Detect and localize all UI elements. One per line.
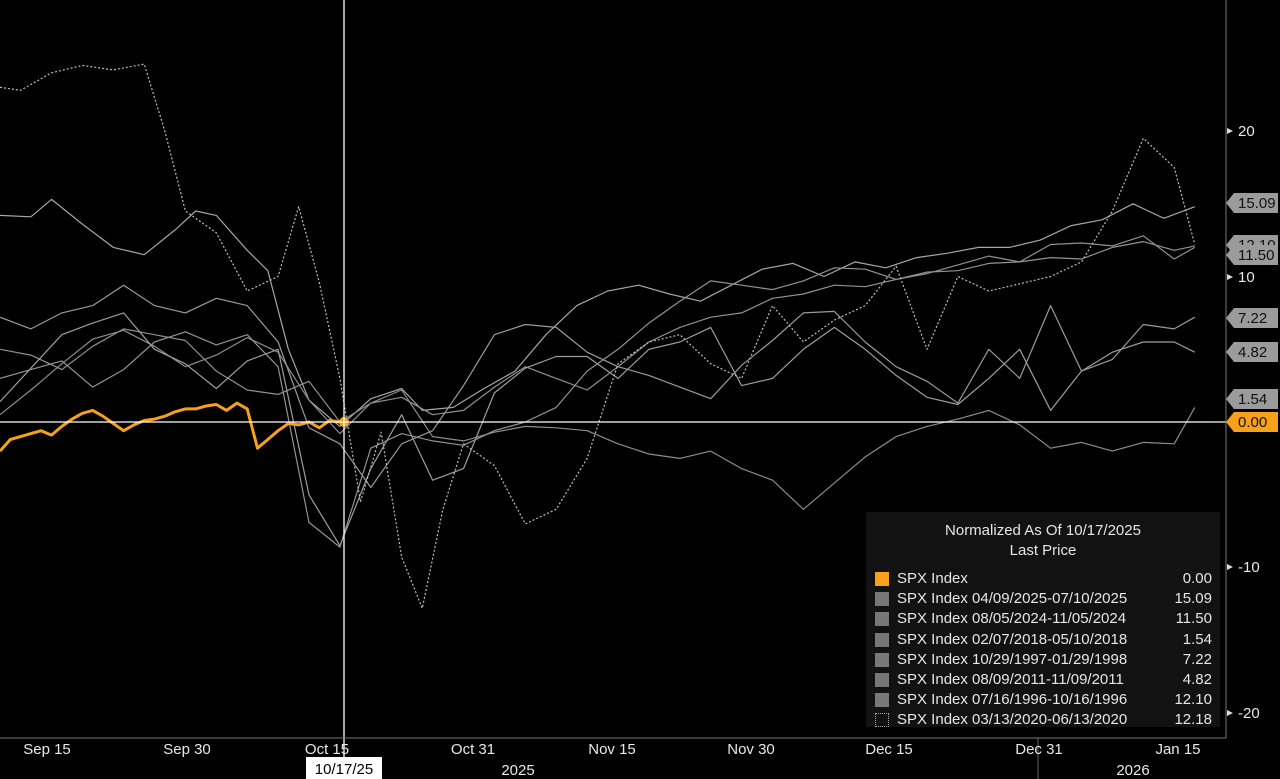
value-tag-label: 0.00 bbox=[1238, 414, 1267, 431]
x-tick-label: Oct 15 bbox=[305, 741, 349, 758]
legend-entry-0: SPX Index 0.00 bbox=[866, 569, 1220, 589]
legend-series-value: 7.22 bbox=[1182, 650, 1212, 668]
value-tag-1: 15.09 bbox=[1226, 193, 1278, 213]
legend-series-value: 12.10 bbox=[1174, 691, 1212, 709]
x-tick-dec-31: Dec 31 bbox=[1015, 741, 1063, 758]
legend-swatch bbox=[875, 572, 889, 586]
legend-entry-1: SPX Index 04/09/2025-07/10/2025 15.09 bbox=[866, 589, 1220, 609]
legend-entry-4: SPX Index 10/29/1997-01/29/1998 7.22 bbox=[866, 650, 1220, 670]
legend-swatch bbox=[875, 632, 889, 647]
x-tick-jan-15: Jan 15 bbox=[1155, 741, 1200, 758]
y-tick--20: -20 bbox=[1227, 705, 1260, 722]
x-tick-nov-30: Nov 30 bbox=[727, 741, 775, 758]
legend-series-value: 1.54 bbox=[1182, 630, 1212, 648]
series-line-1 bbox=[0, 198, 1196, 427]
legend-series-name: SPX Index 02/07/2018-05/10/2018 bbox=[897, 630, 1128, 648]
legend-series-name: SPX Index 08/05/2024-11/05/2024 bbox=[897, 610, 1127, 628]
x-tick-label: Jan 15 bbox=[1155, 741, 1200, 758]
legend-series-name: SPX Index 03/13/2020-06/13/2020 bbox=[897, 711, 1128, 729]
x-tick-oct-31: Oct 31 bbox=[451, 741, 495, 758]
value-tag-3: 1.54 bbox=[1226, 389, 1278, 409]
x-tick-label: Dec 15 bbox=[865, 741, 913, 758]
value-tag-2: 11.50 bbox=[1226, 245, 1278, 265]
x-tick-label: Nov 30 bbox=[727, 741, 775, 758]
legend-series-value: 0.00 bbox=[1182, 570, 1212, 587]
year-label-2025: 2025 bbox=[501, 762, 534, 779]
x-tick-label: Oct 31 bbox=[451, 741, 495, 758]
y-tick-label: 10 bbox=[1238, 269, 1255, 286]
legend-swatch bbox=[875, 612, 889, 627]
x-tick-sep-30: Sep 30 bbox=[163, 741, 211, 758]
series-line-2 bbox=[0, 235, 1196, 423]
series-line-7 bbox=[0, 63, 1196, 609]
y-tick-10: 10 bbox=[1227, 269, 1255, 286]
x-tick-nov-15: Nov 15 bbox=[588, 741, 636, 758]
legend-series-name: SPX Index 10/29/1997-01/29/1998 bbox=[897, 650, 1128, 668]
legend-header: Normalized As Of 10/17/2025 Last Price bbox=[866, 521, 1220, 561]
x-tick-label: Sep 30 bbox=[163, 741, 211, 758]
series-line-0 bbox=[0, 401, 341, 453]
crosshair-date-tag: 10/17/25 bbox=[306, 757, 382, 779]
legend-normalized-label: Normalized As Of 10/17/2025 bbox=[945, 522, 1141, 539]
value-tag-label: 7.22 bbox=[1238, 310, 1267, 327]
legend-swatch bbox=[875, 592, 889, 607]
value-tag-4: 7.22 bbox=[1226, 308, 1278, 328]
x-tick-label: Nov 15 bbox=[588, 741, 636, 758]
value-tag-label: 11.50 bbox=[1238, 247, 1274, 264]
legend-series-name: SPX Index 08/09/2011-11/09/2011 bbox=[897, 670, 1124, 688]
legend-series-value: 12.18 bbox=[1174, 711, 1212, 729]
value-tag-label: 15.09 bbox=[1238, 195, 1276, 212]
y-tick--10: -10 bbox=[1227, 559, 1260, 576]
value-tag-5: 4.82 bbox=[1226, 342, 1278, 362]
legend: Normalized As Of 10/17/2025 Last Price S… bbox=[866, 512, 1220, 728]
x-tick-sep-15: Sep 15 bbox=[23, 741, 71, 758]
x-tick-dec-15: Dec 15 bbox=[865, 741, 913, 758]
legend-series-value: 15.09 bbox=[1174, 590, 1212, 608]
legend-entry-7: SPX Index 03/13/2020-06/13/2020 12.18 bbox=[866, 710, 1220, 730]
x-axis-ticks: Sep 15 Sep 30 Oct 15 Oct 31 Nov 15 Nov 30 Dec … bbox=[23, 741, 1200, 758]
legend-series-name: SPX Index 07/16/1996-10/16/1996 bbox=[897, 691, 1128, 709]
legend-swatch bbox=[875, 672, 889, 687]
legend-series-name: SPX Index 04/09/2025-07/10/2025 bbox=[897, 590, 1128, 608]
series-lines bbox=[0, 63, 1196, 609]
legend-entry-5: SPX Index 08/09/2011-11/09/2011 4.82 bbox=[866, 670, 1220, 690]
series-line-6 bbox=[0, 241, 1195, 548]
crosshair-date-label: 10/17/25 bbox=[315, 761, 373, 778]
x-tick-oct-15: Oct 15 bbox=[305, 741, 349, 758]
legend-series-value: 11.50 bbox=[1175, 610, 1212, 628]
y-tick-label: -20 bbox=[1238, 705, 1260, 722]
year-label-2026: 2026 bbox=[1116, 762, 1149, 779]
legend-entries: SPX Index 0.00 SPX Index 04/09/2025-07/10/… bbox=[866, 569, 1220, 731]
legend-entry-3: SPX Index 02/07/2018-05/10/2018 1.54 bbox=[866, 630, 1220, 650]
legend-swatch bbox=[875, 693, 889, 708]
series-line-4 bbox=[0, 312, 1196, 547]
series-line-3 bbox=[0, 329, 1196, 510]
value-tag-label: 4.82 bbox=[1238, 344, 1267, 361]
y-tick-label: -10 bbox=[1238, 559, 1260, 576]
y-tick-label: 20 bbox=[1238, 123, 1255, 140]
value-tag-0: 0.00 bbox=[1226, 412, 1278, 432]
value-tag-label: 1.54 bbox=[1238, 391, 1267, 408]
legend-swatch bbox=[875, 652, 889, 667]
series-line-5 bbox=[0, 284, 1196, 489]
x-tick-label: Sep 15 bbox=[23, 741, 71, 758]
x-tick-label: Dec 31 bbox=[1015, 741, 1063, 758]
y-axis-ticks: 20 10 -10 -20 bbox=[1227, 123, 1260, 722]
legend-swatch bbox=[875, 713, 889, 728]
legend-series-value: 4.82 bbox=[1182, 670, 1212, 688]
legend-last-price-label: Last Price bbox=[1009, 542, 1077, 559]
legend-entry-2: SPX Index 08/05/2024-11/05/2024 11.50 bbox=[866, 609, 1220, 629]
legend-entry-6: SPX Index 07/16/1996-10/16/1996 12.10 bbox=[866, 690, 1220, 710]
legend-series-name: SPX Index bbox=[897, 570, 968, 587]
y-tick-20: 20 bbox=[1227, 123, 1255, 140]
